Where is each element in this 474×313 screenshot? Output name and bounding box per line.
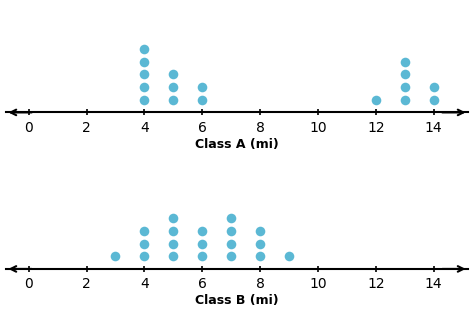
Point	[256, 228, 264, 233]
Point	[228, 241, 235, 246]
Point	[430, 97, 438, 102]
Point	[228, 228, 235, 233]
Point	[141, 241, 148, 246]
X-axis label: Class A (mi): Class A (mi)	[195, 137, 279, 151]
Point	[430, 85, 438, 90]
Point	[199, 97, 206, 102]
Point	[170, 97, 177, 102]
Point	[199, 254, 206, 259]
Point	[141, 228, 148, 233]
Point	[170, 216, 177, 221]
Point	[401, 72, 409, 77]
Point	[228, 216, 235, 221]
Point	[199, 228, 206, 233]
Point	[141, 85, 148, 90]
Point	[372, 97, 380, 102]
Point	[401, 85, 409, 90]
Point	[141, 46, 148, 51]
Point	[141, 59, 148, 64]
Point	[170, 72, 177, 77]
Point	[401, 97, 409, 102]
Point	[112, 254, 119, 259]
Point	[170, 241, 177, 246]
Point	[401, 59, 409, 64]
Point	[228, 254, 235, 259]
Point	[170, 85, 177, 90]
Point	[285, 254, 293, 259]
Point	[199, 241, 206, 246]
Point	[170, 228, 177, 233]
Point	[170, 254, 177, 259]
Point	[199, 85, 206, 90]
Point	[141, 97, 148, 102]
Point	[256, 254, 264, 259]
X-axis label: Class B (mi): Class B (mi)	[195, 294, 279, 307]
Point	[256, 241, 264, 246]
Point	[141, 254, 148, 259]
Point	[141, 72, 148, 77]
